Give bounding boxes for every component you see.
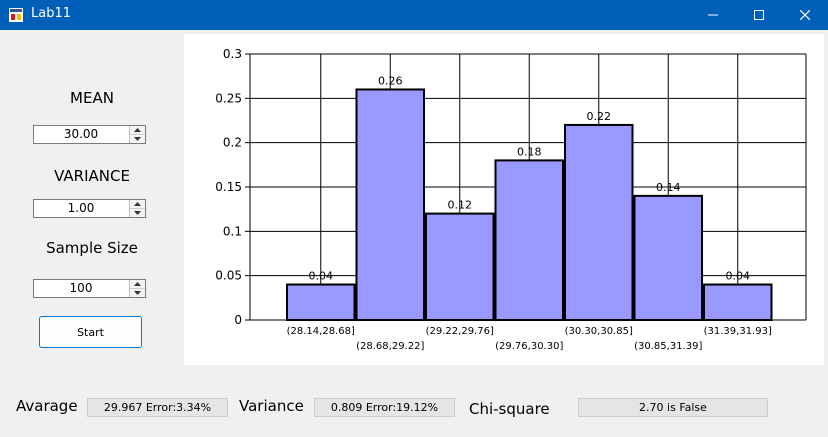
- variance-decrement-button[interactable]: [130, 209, 145, 217]
- sample-size-increment-button[interactable]: [130, 280, 145, 289]
- average-result: 29.967 Error:3.34%: [87, 398, 228, 417]
- variance-stepper-buttons: [129, 200, 145, 217]
- arrow-up-icon: [134, 282, 141, 286]
- sample-size-label: Sample Size: [46, 239, 138, 257]
- histogram-bar: [494, 159, 564, 322]
- data-label: 0.04: [309, 270, 334, 283]
- histogram-bar: [564, 123, 634, 321]
- window-title: Lab11: [31, 6, 72, 21]
- histogram-bar: [355, 88, 425, 322]
- histogram-bar: [425, 212, 495, 322]
- y-tick-label: 0: [234, 313, 242, 327]
- arrow-down-icon: [134, 211, 141, 215]
- sample-size-stepper[interactable]: 100: [33, 279, 146, 298]
- variance-result-label: Variance: [239, 397, 304, 415]
- arrow-up-icon: [134, 202, 141, 206]
- sample-size-value[interactable]: 100: [69, 281, 93, 295]
- x-tick-label: (31.39,31.93]: [704, 326, 772, 337]
- close-button[interactable]: [782, 0, 828, 30]
- y-tick-label: 0.3: [223, 47, 242, 61]
- y-tick-label: 0.1: [223, 224, 242, 238]
- x-tick-label: (29.22,29.76]: [426, 326, 494, 337]
- y-tick-label: 0.25: [215, 91, 242, 105]
- arrow-up-icon: [134, 128, 141, 132]
- data-label: 0.12: [448, 199, 473, 212]
- variance-result: 0.809 Error:19.12%: [314, 398, 455, 417]
- x-tick-label: (30.30,30.85]: [565, 326, 633, 337]
- data-label: 0.14: [656, 181, 681, 194]
- parameters-panel: MEAN 30.00 VARIANCE 1.00 Sample Size 100: [0, 30, 184, 366]
- data-label: 0.18: [517, 145, 542, 158]
- chi-square-label: Chi-square: [469, 400, 550, 418]
- chart-svg: 0 0.05 0.1 0.15 0.2 0.25 0.3 0.04 (28.14,28.68] 0…: [215, 47, 807, 352]
- mean-decrement-button[interactable]: [130, 135, 145, 143]
- average-label: Avarage: [16, 397, 78, 415]
- variance-label: VARIANCE: [54, 167, 130, 185]
- y-tick-label: 0.05: [215, 269, 242, 283]
- x-tick-label: (28.14,28.68]: [287, 326, 355, 337]
- minimize-icon: [708, 14, 718, 16]
- close-icon: [800, 10, 810, 20]
- start-button[interactable]: Start: [39, 316, 142, 348]
- mean-label: MEAN: [70, 89, 114, 107]
- data-label: 0.26: [378, 74, 403, 87]
- mean-increment-button[interactable]: [130, 126, 145, 135]
- x-tick-label: (28.68,29.22]: [356, 341, 424, 352]
- histogram-bar: [633, 194, 703, 321]
- histogram-bar: [703, 283, 773, 322]
- data-label: 0.04: [726, 270, 751, 283]
- y-tick-label: 0.2: [223, 136, 242, 150]
- arrow-down-icon: [134, 137, 141, 141]
- maximize-button[interactable]: [736, 0, 782, 30]
- variance-value[interactable]: 1.00: [67, 201, 95, 215]
- app-icon: [9, 8, 23, 22]
- y-tick-label: 0.15: [215, 180, 242, 194]
- chi-square-result: 2.70 is False: [578, 398, 768, 417]
- variance-increment-button[interactable]: [130, 200, 145, 209]
- minimize-button[interactable]: [690, 0, 736, 30]
- variance-stepper[interactable]: 1.00: [33, 199, 146, 218]
- histogram-bar: [286, 283, 356, 322]
- mean-value[interactable]: 30.00: [63, 127, 99, 141]
- maximize-icon: [754, 10, 764, 20]
- sample-size-decrement-button[interactable]: [130, 289, 145, 297]
- data-label: 0.22: [587, 110, 612, 123]
- mean-stepper-buttons: [129, 126, 145, 143]
- title-bar: Lab11: [0, 0, 828, 30]
- histogram-chart: 0 0.05 0.1 0.15 0.2 0.25 0.3 0.04 (28.14,28.68] 0…: [184, 34, 824, 365]
- arrow-down-icon: [134, 291, 141, 295]
- x-tick-label: (30.85,31.39]: [634, 341, 702, 352]
- x-tick-label: (29.76,30.30]: [495, 341, 563, 352]
- sample-size-stepper-buttons: [129, 280, 145, 297]
- mean-stepper[interactable]: 30.00: [33, 125, 146, 144]
